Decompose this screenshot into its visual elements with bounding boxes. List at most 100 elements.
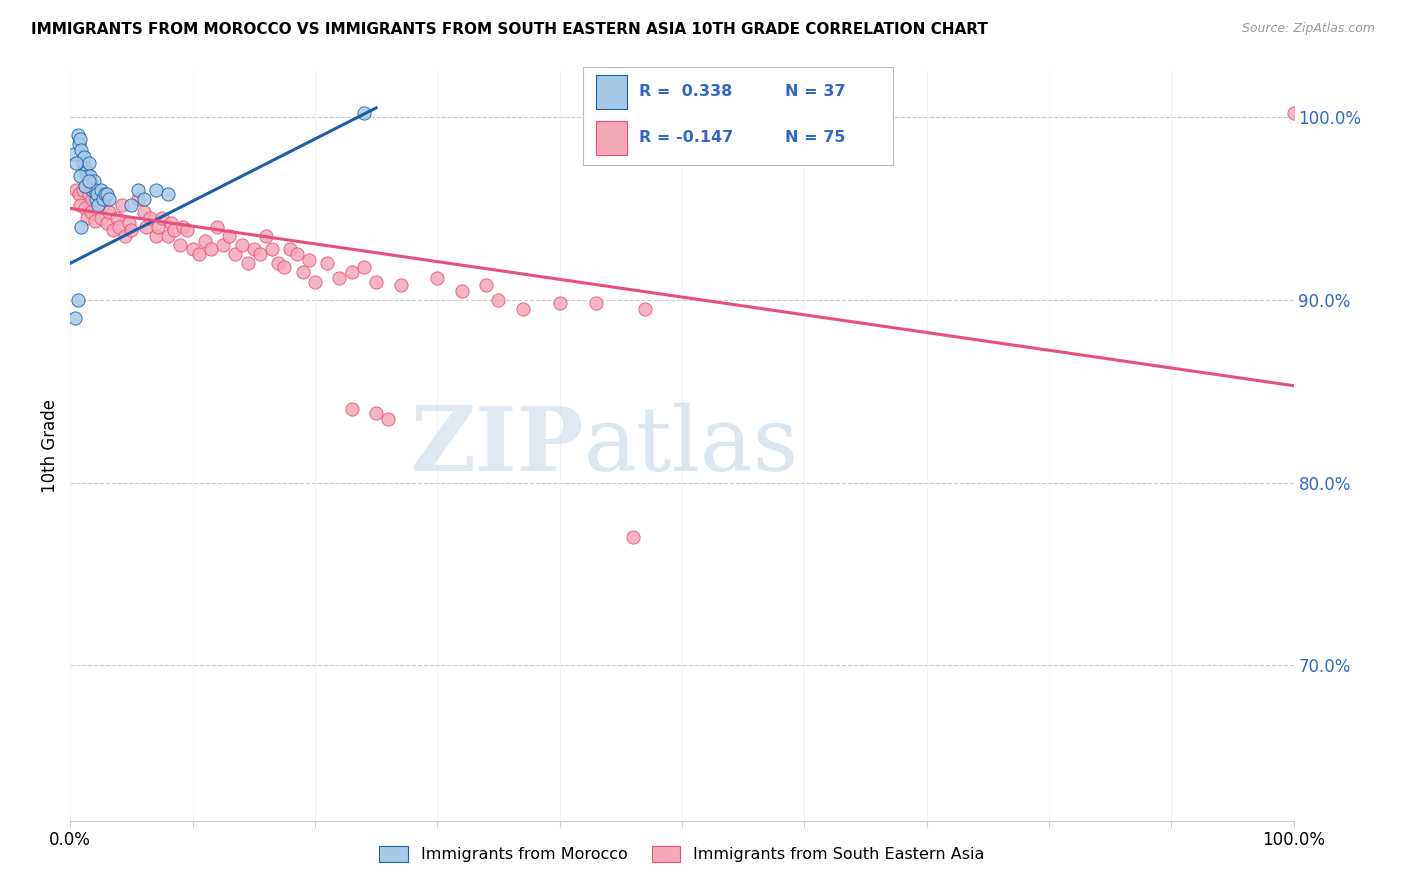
Point (205, 219, 228, 234)
Point (273, 260, 295, 274)
Point (66, 128, 89, 143)
Point (157, 228, 180, 243)
Text: IMMIGRANTS FROM MOROCCO VS IMMIGRANTS FROM SOUTH EASTERN ASIA 10TH GRADE CORRELA: IMMIGRANTS FROM MOROCCO VS IMMIGRANTS FR… (31, 22, 988, 37)
Point (73, 179, 96, 194)
Point (353, 260, 375, 274)
Point (82, 192, 104, 206)
Point (224, 247, 246, 261)
Point (108, 219, 131, 234)
Point (304, 275, 326, 289)
Point (285, 247, 308, 261)
Point (83, 214, 105, 228)
Legend: Immigrants from Morocco, Immigrants from South Eastern Asia: Immigrants from Morocco, Immigrants from… (373, 839, 991, 869)
Point (79, 169, 101, 183)
Point (512, 301, 534, 316)
Text: N = 37: N = 37 (785, 85, 845, 99)
Point (389, 278, 412, 293)
Point (132, 205, 155, 219)
Point (316, 256, 339, 270)
Point (63, 311, 86, 326)
Point (96, 216, 118, 230)
Point (148, 219, 170, 234)
Point (200, 242, 222, 256)
Text: R = -0.147: R = -0.147 (640, 129, 734, 145)
Point (132, 192, 155, 206)
Point (80, 205, 103, 219)
Point (194, 235, 217, 249)
Point (98, 192, 121, 206)
Point (150, 211, 173, 225)
Point (169, 238, 191, 252)
Point (218, 228, 240, 243)
Text: N = 75: N = 75 (785, 129, 845, 145)
Point (69, 198, 91, 212)
Point (91, 192, 114, 206)
Point (145, 228, 167, 243)
Y-axis label: 10th Grade: 10th Grade (41, 399, 59, 493)
Text: Source: ZipAtlas.com: Source: ZipAtlas.com (1241, 22, 1375, 36)
Point (187, 247, 209, 261)
Point (80, 178, 103, 192)
Point (298, 252, 321, 267)
Point (475, 278, 498, 293)
Point (121, 223, 143, 237)
Point (73, 161, 96, 176)
Point (91, 198, 114, 212)
Point (69, 132, 91, 146)
Point (70, 219, 93, 234)
Point (621, 530, 644, 544)
Point (86, 186, 108, 201)
Point (69, 169, 91, 183)
Point (181, 242, 204, 256)
Point (70, 143, 93, 157)
Point (73, 202, 96, 216)
Point (98, 205, 121, 219)
Point (86, 186, 108, 201)
Point (63, 146, 86, 161)
Point (135, 219, 157, 234)
Point (111, 198, 134, 212)
Point (72, 155, 94, 169)
Point (236, 256, 259, 270)
Point (340, 402, 363, 417)
Point (76, 169, 98, 183)
Point (121, 198, 143, 212)
Point (280, 242, 302, 256)
Point (340, 265, 363, 279)
Point (548, 296, 571, 310)
Point (77, 174, 100, 188)
Point (267, 256, 290, 270)
Point (90, 211, 112, 225)
Point (67, 186, 90, 201)
Point (249, 247, 271, 261)
Point (65, 183, 87, 197)
Point (65, 155, 87, 169)
Point (159, 216, 181, 230)
Point (87, 198, 110, 212)
Point (105, 211, 128, 225)
Point (328, 271, 350, 285)
Point (426, 271, 449, 285)
Point (83, 183, 105, 197)
Point (77, 155, 100, 169)
Point (176, 223, 198, 237)
Text: ZIP: ZIP (411, 402, 583, 490)
Point (585, 296, 607, 310)
Point (366, 406, 388, 420)
Point (118, 216, 141, 230)
Point (634, 301, 657, 316)
Point (127, 183, 149, 197)
Point (157, 186, 180, 201)
Point (83, 174, 105, 188)
Point (377, 411, 399, 425)
Text: atlas: atlas (583, 402, 799, 490)
Point (84, 192, 107, 206)
Point (66, 293, 89, 307)
Point (67, 137, 90, 152)
Point (254, 228, 277, 243)
Point (90, 183, 112, 197)
Point (139, 211, 162, 225)
Point (96, 186, 118, 201)
Point (231, 238, 253, 252)
Point (101, 223, 124, 237)
